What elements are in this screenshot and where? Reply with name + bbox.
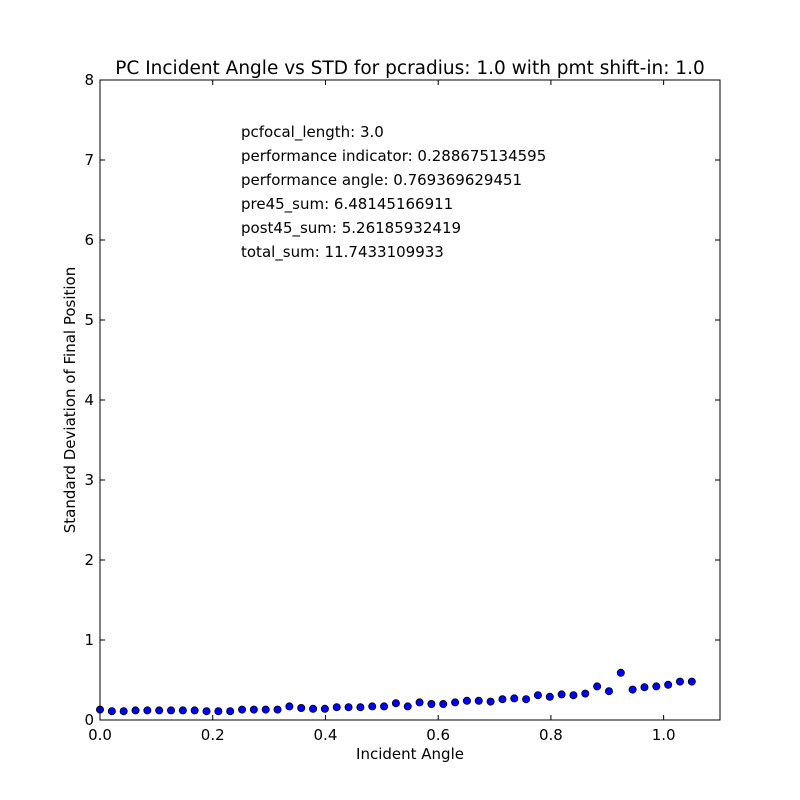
data-point <box>309 704 318 713</box>
annotations: pcfocal_length: 3.0 performance indicator… <box>241 123 546 262</box>
data-point <box>320 704 329 713</box>
data-point <box>439 700 448 709</box>
y-tick-label: 0 <box>84 711 94 729</box>
y-tick-label: 8 <box>84 71 94 89</box>
x-tick-label: 0.6 <box>426 726 450 744</box>
data-point <box>664 680 673 689</box>
data-point <box>557 690 566 699</box>
y-tick-label: 5 <box>84 311 94 329</box>
data-point <box>498 695 507 704</box>
data-point <box>545 692 554 701</box>
data-point <box>510 694 519 703</box>
annotation-line: performance angle: 0.769369629451 <box>241 171 522 189</box>
y-tick-label: 6 <box>84 231 94 249</box>
data-point <box>616 668 625 677</box>
y-tick-label: 3 <box>84 471 94 489</box>
data-point <box>640 683 649 692</box>
data-point <box>675 677 684 686</box>
data-point <box>332 703 341 712</box>
data-point <box>190 706 199 715</box>
data-point <box>273 705 282 714</box>
x-axis: 0.0 0.2 0.4 0.6 0.8 1.0 <box>88 80 676 744</box>
x-tick-label: 0.0 <box>88 726 112 744</box>
y-tick-label: 4 <box>84 391 94 409</box>
data-point <box>593 682 602 691</box>
data-point <box>226 707 235 716</box>
x-axis-label: Incident Angle <box>356 745 464 763</box>
y-tick-label: 7 <box>84 151 94 169</box>
data-point <box>167 706 176 715</box>
y-axis-label: Standard Deviation of Final Position <box>61 267 79 534</box>
data-point <box>569 691 578 700</box>
data-point <box>238 705 247 714</box>
data-point <box>214 707 223 716</box>
data-point <box>249 705 258 714</box>
data-point <box>380 702 389 711</box>
data-point <box>451 698 460 707</box>
annotation-line: performance indicator: 0.288675134595 <box>241 147 546 165</box>
data-point <box>297 704 306 713</box>
data-point <box>107 707 116 716</box>
data-point <box>652 682 661 691</box>
annotation-line: pre45_sum: 6.48145166911 <box>241 195 453 214</box>
data-point <box>604 687 613 696</box>
chart-title: PC Incident Angle vs STD for pcradius: 1… <box>115 58 704 79</box>
data-point <box>581 689 590 698</box>
data-point <box>522 695 531 704</box>
data-point <box>427 700 436 709</box>
plot-area <box>100 80 720 720</box>
data-point <box>687 677 696 686</box>
x-tick-label: 0.4 <box>314 726 338 744</box>
data-point <box>285 702 294 711</box>
data-point <box>368 702 377 711</box>
annotation-line: total_sum: 11.7433109933 <box>241 243 444 262</box>
data-point <box>155 706 164 715</box>
data-point <box>119 707 128 716</box>
data-point <box>403 702 412 711</box>
data-point <box>143 706 152 715</box>
data-point <box>391 699 400 708</box>
data-point <box>486 697 495 706</box>
data-point <box>356 703 365 712</box>
x-tick-label: 0.8 <box>539 726 563 744</box>
data-points <box>96 668 696 716</box>
plot-frame <box>99 79 721 721</box>
data-point <box>178 706 187 715</box>
data-point <box>462 696 471 705</box>
data-point <box>344 703 353 712</box>
x-tick-label: 0.2 <box>201 726 225 744</box>
data-point <box>131 706 140 715</box>
data-point <box>261 705 270 714</box>
y-tick-label: 1 <box>84 631 94 649</box>
x-tick-label: 1.0 <box>652 726 676 744</box>
y-axis: 0 1 2 3 4 5 6 7 8 <box>84 71 720 729</box>
data-point <box>628 685 637 694</box>
data-point <box>415 698 424 707</box>
y-tick-label: 2 <box>84 551 94 569</box>
annotation-line: post45_sum: 5.26185932419 <box>241 219 461 238</box>
data-point <box>474 696 483 705</box>
data-point <box>202 707 211 716</box>
data-point <box>533 691 542 700</box>
annotation-line: pcfocal_length: 3.0 <box>241 123 384 142</box>
